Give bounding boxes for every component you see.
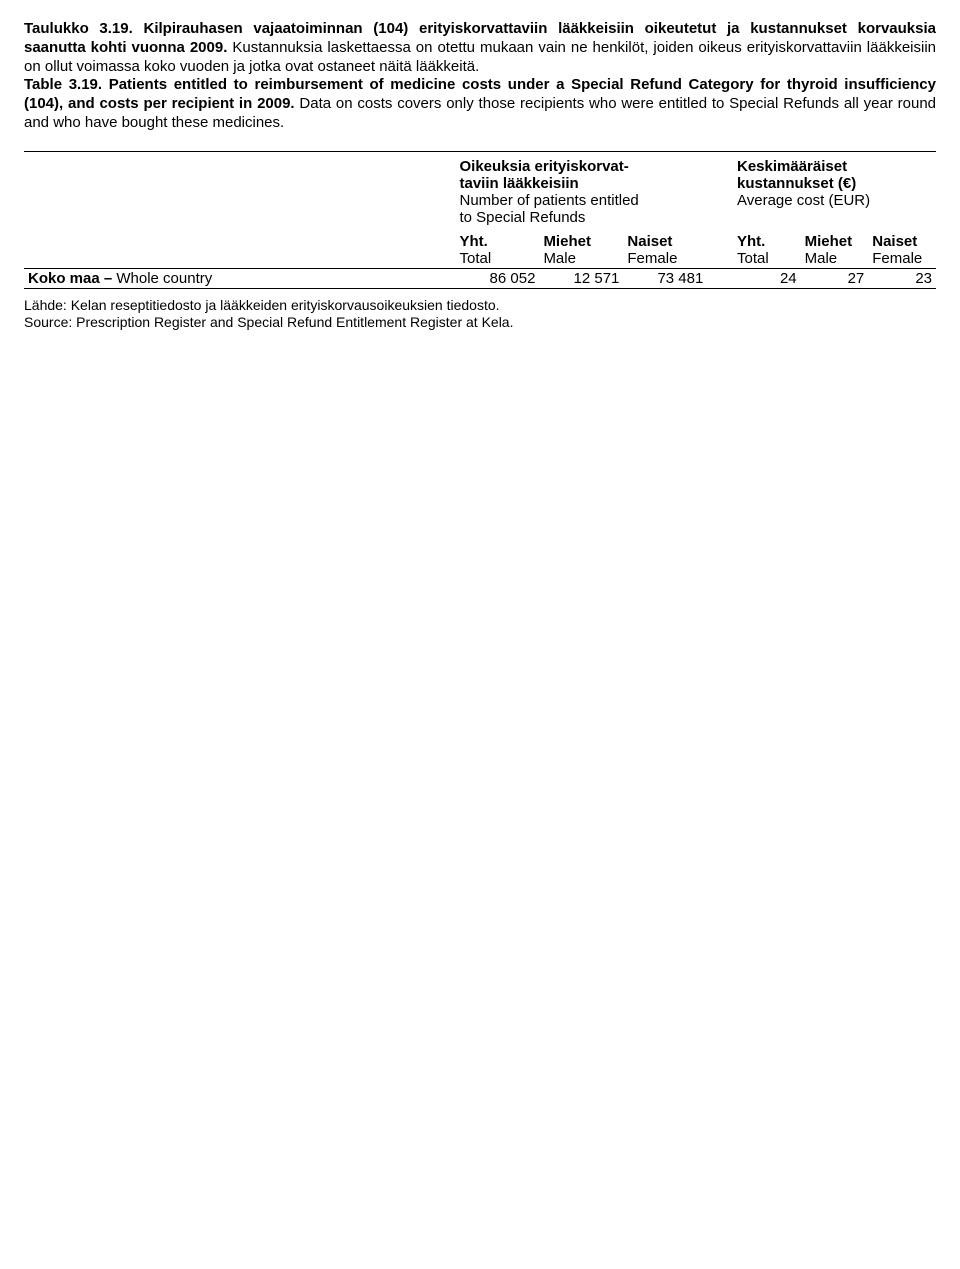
source-footer: Lähde: Kelan reseptitiedosto ja lääkkeid… [24, 297, 936, 332]
header-left-group: Oikeuksia erityiskorvat-taviin lääkkeisi… [455, 151, 707, 232]
footer-en: Source: Prescription Register and Specia… [24, 314, 513, 330]
col-miehet-2: MiehetMale [801, 232, 869, 269]
col-naiset-1: NaisetFemale [623, 232, 707, 269]
col-miehet-1: MiehetMale [539, 232, 623, 269]
cell: 24 [733, 268, 801, 288]
header-right-group: Keskimääräisetkustannukset (€)Average co… [733, 151, 936, 232]
cell: 23 [868, 268, 936, 288]
cell: 27 [801, 268, 869, 288]
footer-fi: Lähde: Kelan reseptitiedosto ja lääkkeid… [24, 297, 500, 313]
row-label: Koko maa – Whole country [24, 268, 455, 288]
table-caption: Taulukko 3.19. Kilpirauhasen vajaatoimin… [24, 20, 936, 133]
col-yht-2: Yht.Total [733, 232, 801, 269]
table-row: Koko maa – Whole country86 05212 57173 4… [24, 268, 936, 288]
cell: 12 571 [539, 268, 623, 288]
col-yht-1: Yht.Total [455, 232, 539, 269]
cell: 73 481 [623, 268, 707, 288]
cell: 86 052 [455, 268, 539, 288]
col-naiset-2: NaisetFemale [868, 232, 936, 269]
data-table: Oikeuksia erityiskorvat-taviin lääkkeisi… [24, 151, 936, 289]
